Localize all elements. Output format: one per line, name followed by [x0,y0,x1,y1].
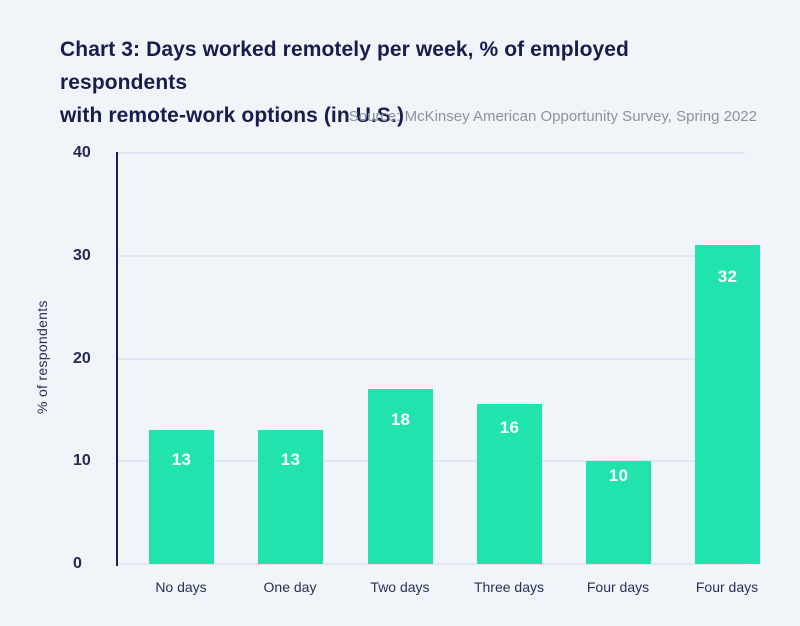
bar-value-label: 13 [171,450,192,469]
bar-value-label: 16 [499,418,520,437]
bar-value-label: 18 [390,410,411,429]
bar-5-four-days: 10 [586,461,651,564]
bar-3-two-days: 18 [368,389,433,564]
y-tick-label-0: 0 [73,555,82,572]
y-tick-label-30: 30 [73,247,91,264]
bar-2-one-day: 13 [258,430,323,564]
x-tick-label-4: Three days [473,579,545,595]
x-tick-label-1: No days [155,579,207,595]
bar-1-no-days: 13 [149,430,214,564]
y-tick-label-10: 10 [73,452,91,469]
y-axis-line [116,152,118,566]
chart-title-line-2: with remote-work options (in U.S.) [60,104,405,127]
bar-value-label: 10 [608,466,629,485]
y-tick-label-20: 20 [73,350,91,367]
y-gridline-40 [118,152,745,154]
x-tick-label-3: Two days [370,579,430,595]
y-gridline-0 [118,563,745,565]
chart-title-line-1: Chart 3: Days worked remotely per week, … [60,38,629,94]
source-caption: Source: McKinsey American Opportunity Su… [348,108,757,125]
x-tick-label-2: One day [263,579,317,595]
bar-6-four-days: 32 [695,245,760,564]
x-tick-label-6: Four days [695,579,759,595]
y-gridline-30 [118,255,745,257]
y-tick-label-40: 40 [73,144,91,161]
x-tick-label-5: Four days [586,579,650,595]
bar-value-label: 13 [280,450,301,469]
bar-value-label: 32 [717,267,738,286]
chart-title: Chart 3: Days worked remotely per week, … [60,33,760,132]
bar-4-three-days: 16 [477,404,542,564]
y-gridline-20 [118,358,745,360]
